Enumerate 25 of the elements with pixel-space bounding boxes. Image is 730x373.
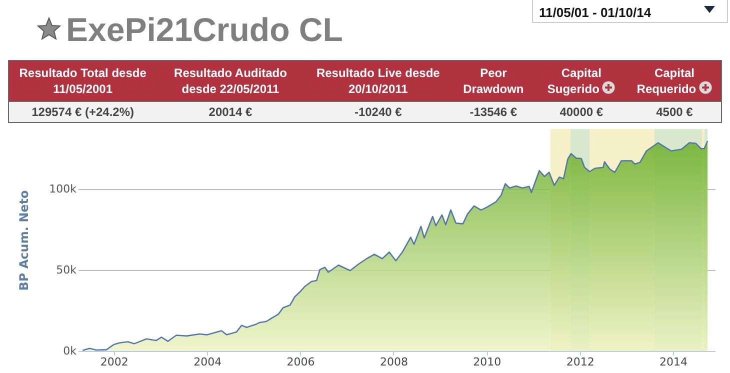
x-tick-label: 2012: [566, 356, 594, 368]
y-tick-label: 0k: [63, 344, 78, 358]
text: Capital Sugerido: [547, 66, 602, 96]
text: 4500 €: [628, 102, 722, 122]
text: Resultado Auditado desde 22/05/2011: [174, 66, 287, 96]
chart-title: ExePi21Crudo CL: [66, 10, 343, 50]
x-tick-label: 2006: [286, 356, 315, 368]
text: Resultado Live desde 20/10/2011: [316, 66, 440, 96]
x-tick-label: 2014: [660, 356, 688, 368]
chart-subtitle: 11/05/01 - 01/10/14: [539, 5, 652, 20]
text: 40000 €: [534, 102, 628, 122]
y-tick-label: 100k: [49, 182, 78, 196]
x-tick-label: 2010: [473, 356, 502, 368]
y-axis-title: BP Acum. Neto: [17, 190, 32, 291]
text: -10240 €: [304, 102, 452, 122]
y-tick-label: 50k: [56, 263, 78, 276]
text: Resultado Total desde 11/05/2001: [19, 66, 146, 96]
x-tick-label: 2004: [194, 356, 222, 368]
text: 20014 €: [156, 102, 304, 122]
text: Peor Drawdown: [463, 66, 524, 96]
text: Capital Requerido: [636, 66, 696, 96]
x-tick-label: 2008: [380, 356, 408, 368]
text: 129574 € (+24.2%): [8, 102, 157, 122]
text: -13546 €: [452, 102, 535, 122]
x-tick-label: 2002: [100, 356, 128, 368]
